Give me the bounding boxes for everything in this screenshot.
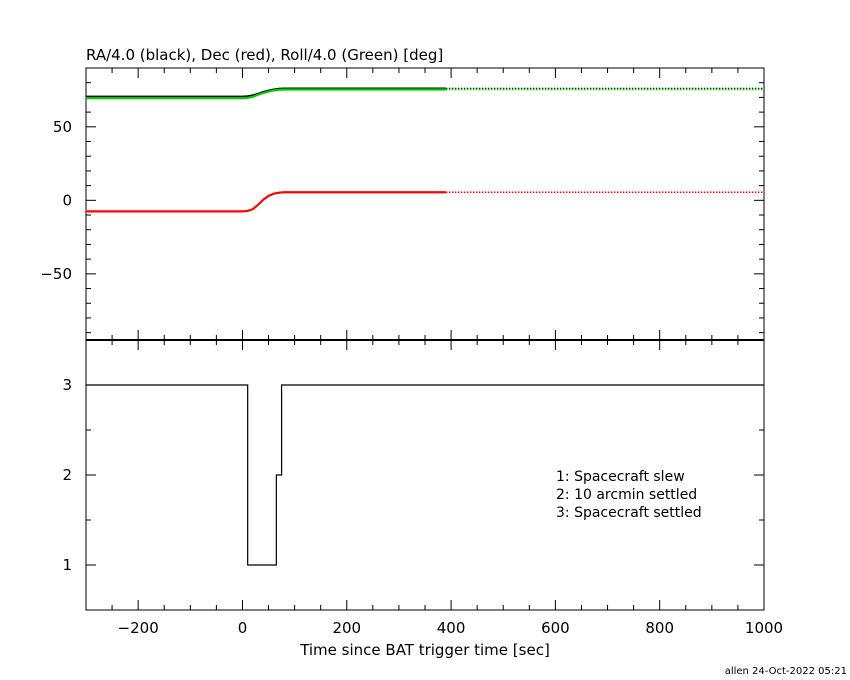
y-tick-label: 2: [62, 466, 72, 484]
series-line: [86, 191, 446, 213]
x-tick-label: −200: [118, 619, 159, 637]
legend-entry-1: 1: Spacecraft slew: [556, 469, 685, 485]
y-tick-label: 1: [62, 556, 72, 574]
y-tick-label: 50: [53, 118, 72, 136]
x-tick-label: 400: [437, 619, 466, 637]
legend-entry-3: 3: Spacecraft settled: [556, 505, 702, 521]
y-tick-label: 0: [62, 191, 72, 209]
footer-credit: allen 24-Oct-2022 05:21: [725, 666, 847, 677]
series-line: [86, 88, 446, 100]
x-tick-label: 800: [645, 619, 674, 637]
top-panel: −50 0 50: [40, 67, 765, 341]
x-tick-label: 0: [238, 619, 248, 637]
x-tick-label: 600: [541, 619, 570, 637]
series-line: [86, 384, 764, 566]
x-tick-label: 1000: [745, 619, 783, 637]
top-panel-title: RA/4.0 (black), Dec (red), Roll/4.0 (Gre…: [86, 46, 443, 64]
y-tick-label: 3: [62, 376, 72, 394]
legend-entry-2: 2: 10 arcmin settled: [556, 487, 697, 503]
panel-frame: [85, 67, 765, 341]
legend: 1: Spacecraft slew 2: 10 arcmin settled …: [556, 469, 702, 521]
x-axis-label: Time since BAT trigger time [sec]: [299, 641, 550, 659]
x-tick-label: 200: [332, 619, 361, 637]
bottom-panel: −200 0 200 400 600 800 1000 1 2 3: [62, 339, 783, 637]
y-tick-label: −50: [40, 265, 72, 283]
